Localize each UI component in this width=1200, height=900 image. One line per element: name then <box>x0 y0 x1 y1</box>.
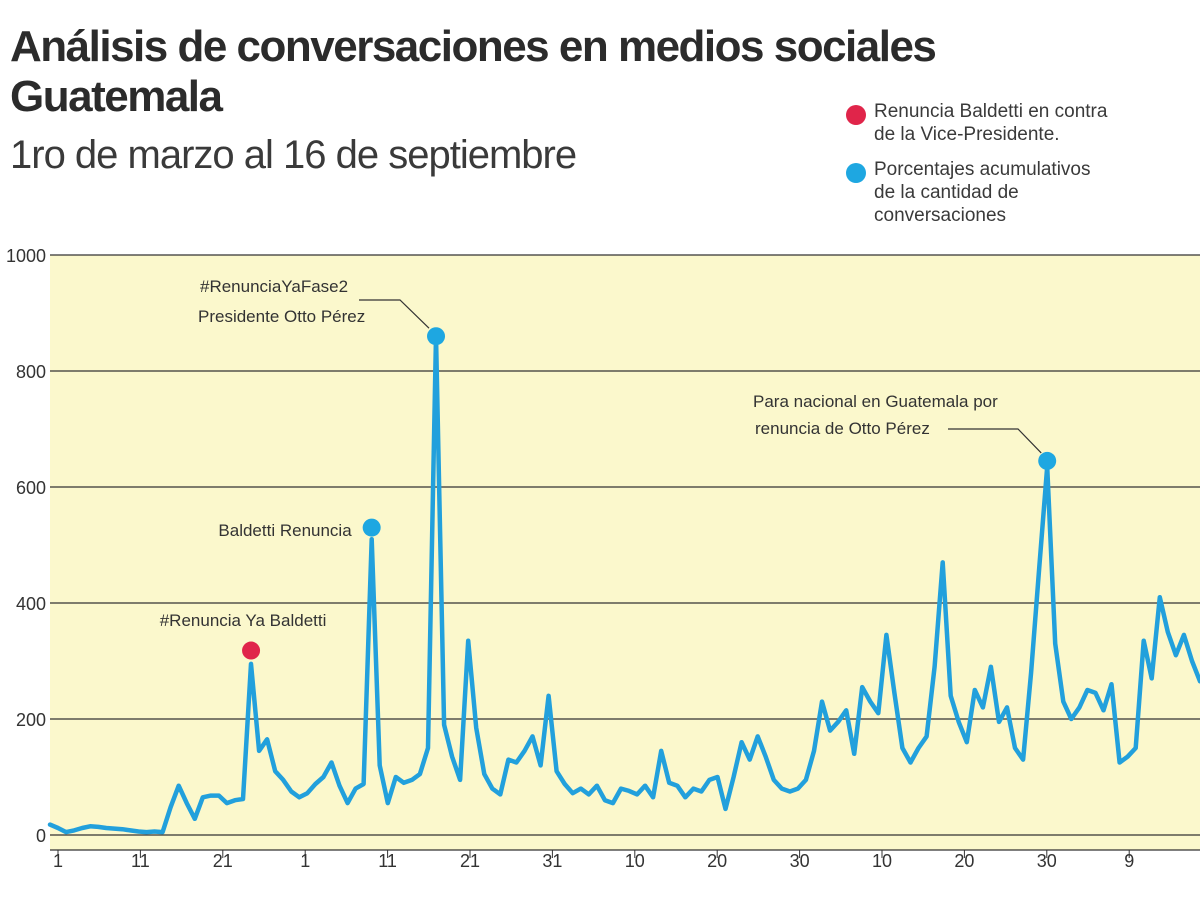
marker-baldetti-renuncia <box>362 518 381 537</box>
y-tick-label: 200 <box>16 710 46 730</box>
y-tick-label: 400 <box>16 594 46 614</box>
marker-renuncia-ya-fase2 <box>427 327 446 346</box>
annotation-paro-nacional-line1: Para nacional en Guatemala por <box>753 392 998 411</box>
y-tick-label: 600 <box>16 478 46 498</box>
x-tick-label: 21 <box>460 851 480 871</box>
plot-background <box>50 255 1200 850</box>
legend-item-red: Renuncia Baldetti en contra de la Vice-P… <box>846 100 1186 146</box>
series-line <box>47 333 1200 835</box>
blue-dot-icon <box>846 163 866 183</box>
y-tick-label: 0 <box>36 826 46 846</box>
chart-title: Análisis de conversaciones en medios soc… <box>10 22 937 122</box>
red-dot-icon <box>846 105 866 125</box>
annotation-renuncia-ya-baldetti: #Renuncia Ya Baldetti <box>160 611 327 630</box>
annotation-paro-nacional-line2: renuncia de Otto Pérez <box>755 419 930 438</box>
annotation-leader-line <box>948 428 1042 454</box>
chart-subtitle: 1ro de marzo al 16 de septiembre <box>10 133 577 177</box>
annotation-baldetti-renuncia: Baldetti Renuncia <box>218 521 352 540</box>
title-line-1: Análisis de conversaciones en medios soc… <box>10 22 937 71</box>
title-line-2: Guatemala <box>10 72 223 121</box>
y-tick-label: 1000 <box>6 246 46 266</box>
legend: Renuncia Baldetti en contra de la Vice-P… <box>846 100 1186 239</box>
x-tick-label: 30 <box>1037 851 1057 871</box>
x-tick-label: 10 <box>625 851 645 871</box>
x-tick-label: 21 <box>213 851 233 871</box>
x-tick-label: 9 <box>1124 851 1134 871</box>
legend-label-red: Renuncia Baldetti en contra de la Vice-P… <box>874 101 1108 145</box>
x-tick-label: 11 <box>378 851 397 871</box>
annotation-leader-line <box>359 299 430 329</box>
y-tick-label: 800 <box>16 362 46 382</box>
x-tick-label: 31 <box>542 851 562 871</box>
x-tick-label: 11 <box>131 851 150 871</box>
legend-item-blue: Porcentajes acumulativos de la cantidad … <box>846 158 1186 227</box>
annotation-renuncia-ya-fase2-line1: #RenunciaYaFase2 <box>200 277 348 296</box>
marker-paro-nacional <box>1038 451 1057 470</box>
marker-renuncia-ya-baldetti <box>242 641 261 660</box>
x-tick-label: 30 <box>790 851 810 871</box>
annotation-renuncia-ya-fase2-line2: Presidente Otto Pérez <box>198 307 365 326</box>
x-tick-label: 10 <box>872 851 892 871</box>
x-tick-label: 20 <box>707 851 727 871</box>
legend-label-blue: Porcentajes acumulativos de la cantidad … <box>874 159 1091 226</box>
x-tick-label: 1 <box>53 851 63 871</box>
x-tick-label: 1 <box>300 851 310 871</box>
x-tick-label: 20 <box>954 851 974 871</box>
